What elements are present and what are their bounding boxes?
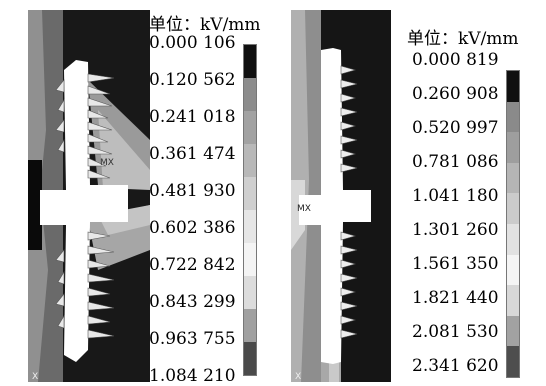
left-colorbar-segment [244,111,256,144]
left-legend-value: 0.602 386 [149,218,236,238]
left-legend-value: 0.843 299 [149,292,236,312]
right-legend-value: 1.821 440 [412,288,499,308]
left-colorbar-segment [244,45,256,78]
left-colorbar-segment [244,144,256,177]
right-colorbar [506,70,520,378]
left-colorbar-segment [244,309,256,342]
right-axis-label: X [295,372,302,382]
left-unit-label: 单位：kV/mm [149,15,261,35]
right-legend-value: 1.041 180 [412,186,499,206]
right-colorbar-segment [507,162,519,194]
right-colorbar-segment [507,71,519,102]
left-field-contour-plot: MX [28,10,150,382]
right-colorbar-segment [507,315,519,347]
left-legend-value: 0.963 755 [149,329,236,349]
right-colorbar-segment [507,193,519,224]
right-legend-value: 0.260 908 [412,84,499,104]
left-field-panel: MX X 单位：kV/mm 0.000 106 0.120 562 0.241 … [0,0,273,386]
left-colorbar-segment [244,276,256,309]
right-colorbar-segment [507,346,519,377]
left-legend-value: 0.241 018 [149,107,236,127]
right-legend-value: 0.520 997 [412,118,499,138]
right-field-contour-plot: MX [291,10,391,382]
left-legend-value: 1.084 210 [149,366,236,386]
right-legend-value: 2.081 530 [412,322,499,342]
left-legend-value: 0.000 106 [149,33,236,53]
right-colorbar-segment [507,285,519,316]
right-plot-annotation: MX [297,204,311,214]
right-legend-value: 0.000 819 [412,50,499,70]
left-legend-value: 0.120 562 [149,70,236,90]
left-colorbar-segment [244,210,256,243]
right-legend-value: 2.341 620 [412,356,499,376]
right-contour-graphic [291,10,391,382]
right-field-panel: MX X 单位：kV/mm 0.000 819 0.260 908 0.520 … [273,0,546,385]
left-colorbar-segment [244,177,256,210]
left-colorbar-segment [244,78,256,111]
left-axis-label: X [32,372,39,382]
right-legend-value: 1.561 350 [412,254,499,274]
right-colorbar-segment [507,101,519,133]
left-legend-value: 0.361 474 [149,144,236,164]
right-unit-label: 单位：kV/mm [407,29,519,49]
left-colorbar [243,44,257,376]
right-legend-value: 1.301 260 [412,220,499,240]
right-colorbar-segment [507,132,519,163]
left-plot-annotation: MX [100,158,114,168]
left-colorbar-segment [244,243,256,276]
left-contour-graphic [28,10,150,382]
left-legend-value: 0.481 930 [149,181,236,201]
left-colorbar-segment [244,342,256,375]
left-legend-value: 0.722 842 [149,255,236,275]
right-legend-value: 0.781 086 [412,152,499,172]
right-colorbar-segment [507,254,519,286]
right-colorbar-segment [507,223,519,255]
